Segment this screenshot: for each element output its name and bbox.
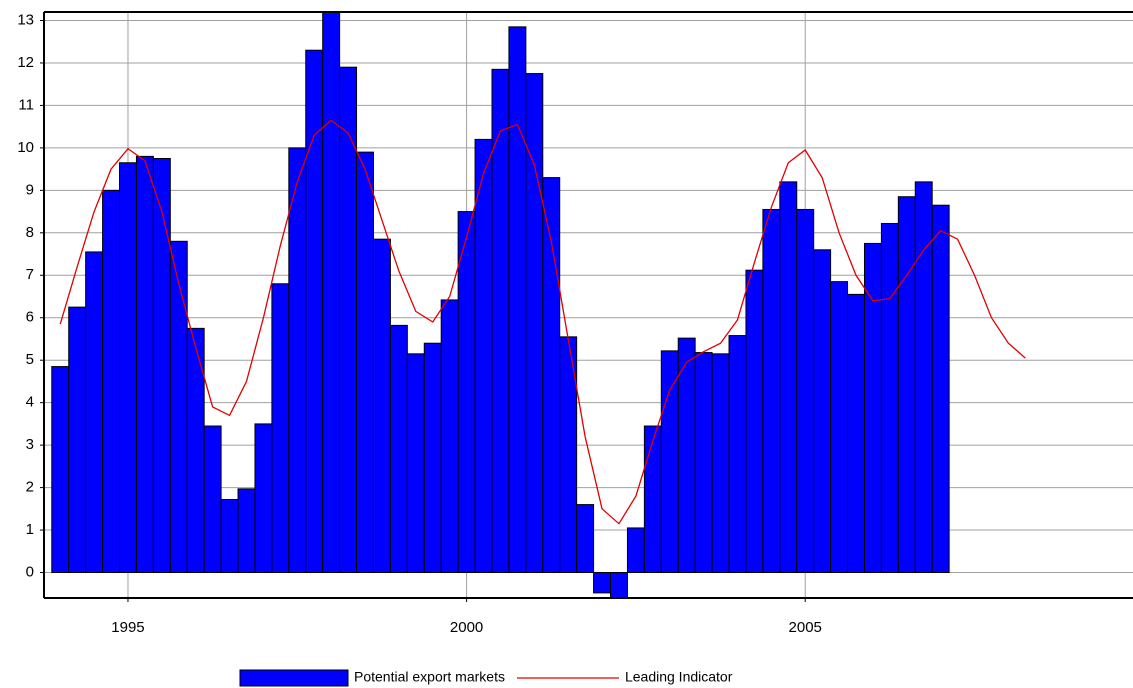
bar — [135, 155, 154, 574]
bar — [660, 350, 679, 574]
y-tick-label: 7 — [26, 266, 34, 283]
plot-area — [51, 12, 1026, 598]
bar — [847, 293, 865, 574]
bar — [542, 177, 561, 574]
y-tick-label: 2 — [26, 479, 34, 496]
bar — [339, 66, 358, 574]
y-tick-label: 3 — [26, 436, 34, 453]
legend-label: Potential export markets — [354, 669, 505, 685]
bar — [610, 572, 628, 598]
bar — [830, 281, 849, 574]
y-tick-label: 0 — [26, 563, 34, 580]
bar — [897, 196, 916, 574]
y-tick-label: 5 — [26, 351, 34, 368]
bar — [85, 251, 104, 574]
bar — [102, 189, 121, 574]
bar — [169, 240, 188, 574]
y-tick-label: 11 — [18, 96, 34, 113]
bar — [406, 353, 425, 574]
bar — [271, 283, 290, 574]
bar — [779, 181, 798, 574]
bar — [440, 299, 459, 574]
bar — [593, 572, 612, 594]
bar — [745, 269, 764, 574]
y-tick-label: 1 — [26, 521, 34, 538]
bar — [508, 26, 527, 574]
bar — [931, 204, 950, 574]
line — [59, 119, 1026, 525]
bar — [576, 504, 595, 574]
legend-label: Leading Indicator — [625, 669, 733, 685]
bar — [372, 238, 391, 574]
bar — [237, 488, 256, 574]
bar — [389, 324, 408, 574]
bar — [711, 353, 730, 574]
bar — [914, 181, 933, 574]
x-tick-label: 1995 — [111, 619, 144, 636]
bar — [423, 342, 442, 574]
bar — [288, 147, 307, 574]
bar — [677, 337, 696, 574]
bar — [813, 249, 832, 574]
y-tick-label: 12 — [17, 54, 34, 71]
legend: Potential export markets Leading Indicato… — [239, 669, 733, 687]
bar — [457, 211, 476, 574]
bar — [728, 335, 747, 574]
y-tick-label: 9 — [26, 181, 34, 198]
bar — [762, 208, 781, 574]
bar — [152, 158, 171, 574]
bar — [51, 366, 70, 574]
bar — [119, 162, 137, 574]
y-tick-label: 10 — [17, 139, 34, 156]
bar — [322, 12, 341, 574]
bar — [643, 425, 662, 574]
bar — [694, 352, 713, 574]
bar — [474, 138, 493, 574]
bar — [796, 208, 815, 574]
bar — [186, 327, 205, 574]
grid — [44, 12, 1133, 598]
bar — [880, 222, 899, 574]
x-tick-label: 2005 — [789, 619, 822, 636]
bar — [305, 49, 324, 574]
x-tick-label: 2000 — [450, 619, 483, 636]
bar — [626, 527, 645, 574]
bar — [356, 151, 374, 574]
y-tick-label: 8 — [26, 224, 34, 241]
bar — [68, 306, 87, 574]
bar — [525, 73, 544, 574]
bar — [203, 425, 222, 574]
bar — [254, 423, 273, 574]
y-tick-label: 13 — [17, 11, 34, 28]
y-tick-label: 4 — [26, 394, 34, 411]
legend-swatch — [239, 669, 349, 687]
y-tick-label: 6 — [26, 309, 34, 326]
bar — [220, 498, 239, 574]
